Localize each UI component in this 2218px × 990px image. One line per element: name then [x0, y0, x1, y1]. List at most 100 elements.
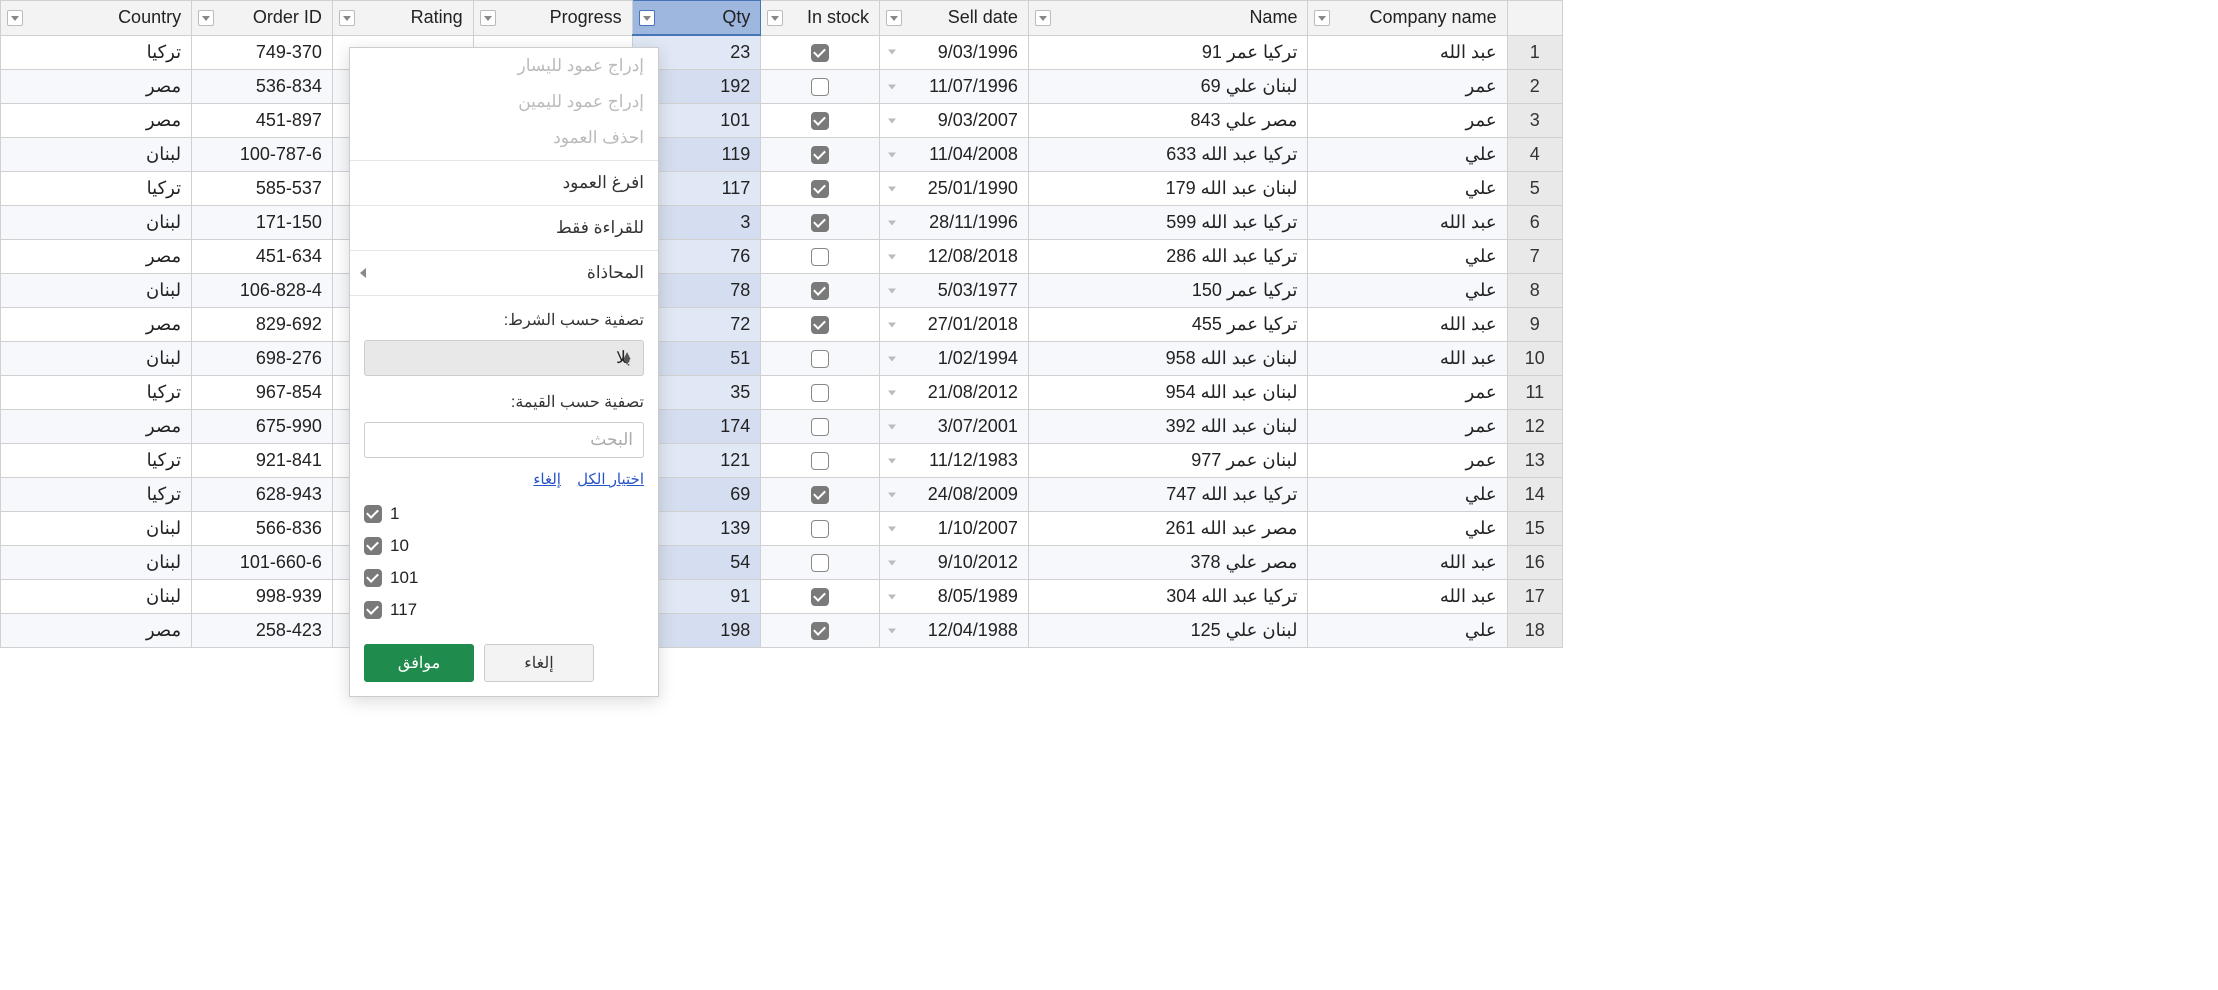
cell-country[interactable]: لبنان	[1, 138, 192, 172]
cell-sell-date[interactable]: 8/05/1989	[880, 580, 1029, 614]
cell-order-id[interactable]: 451-634	[192, 240, 333, 274]
cell-country[interactable]: تركيا	[1, 444, 192, 478]
checkbox-icon[interactable]	[811, 350, 829, 368]
row-number[interactable]: 18	[1507, 614, 1562, 648]
cell-order-id[interactable]: 749-370	[192, 35, 333, 70]
clear-link[interactable]: إلغاء	[533, 471, 561, 488]
checkbox-icon[interactable]	[811, 418, 829, 436]
filter-value-item[interactable]: 101	[364, 562, 644, 594]
cell-order-id[interactable]: 101-660-6	[192, 546, 333, 580]
cell-order-id[interactable]: 258-423	[192, 614, 333, 648]
checkbox-icon[interactable]	[364, 569, 382, 587]
row-number[interactable]: 1	[1507, 35, 1562, 70]
row-number[interactable]: 10	[1507, 342, 1562, 376]
cell-order-id[interactable]: 566-836	[192, 512, 333, 546]
cell-name[interactable]: تركيا عمر 91	[1028, 35, 1308, 70]
cell-sell-date[interactable]: 21/08/2012	[880, 376, 1029, 410]
cancel-button[interactable]: إلغاء	[484, 644, 594, 682]
cell-company[interactable]: عبد الله	[1308, 546, 1507, 580]
dropdown-caret-icon[interactable]	[888, 526, 896, 531]
row-number[interactable]: 13	[1507, 444, 1562, 478]
row-number[interactable]: 9	[1507, 308, 1562, 342]
dropdown-caret-icon[interactable]	[888, 84, 896, 89]
cell-in-stock[interactable]	[761, 342, 880, 376]
filter-icon[interactable]	[198, 10, 214, 26]
cell-sell-date[interactable]: 1/10/2007	[880, 512, 1029, 546]
cell-country[interactable]: لبنان	[1, 580, 192, 614]
filter-value-item[interactable]: 117	[364, 594, 644, 626]
dropdown-caret-icon[interactable]	[888, 628, 896, 633]
filter-icon[interactable]	[767, 10, 783, 26]
cell-order-id[interactable]: 921-841	[192, 444, 333, 478]
cell-sell-date[interactable]: 28/11/1996	[880, 206, 1029, 240]
menu-clear-column[interactable]: افرغ العمود	[350, 165, 658, 201]
checkbox-icon[interactable]	[364, 505, 382, 523]
cell-name[interactable]: لبنان عمر 977	[1028, 444, 1308, 478]
cell-name[interactable]: تركيا عبد الله 286	[1028, 240, 1308, 274]
row-number[interactable]: 14	[1507, 478, 1562, 512]
header-country[interactable]: Country	[1, 1, 192, 36]
cell-sell-date[interactable]: 25/01/1990	[880, 172, 1029, 206]
cell-name[interactable]: تركيا عبد الله 633	[1028, 138, 1308, 172]
cell-country[interactable]: لبنان	[1, 274, 192, 308]
cell-order-id[interactable]: 536-834	[192, 70, 333, 104]
dropdown-caret-icon[interactable]	[888, 390, 896, 395]
row-number[interactable]: 4	[1507, 138, 1562, 172]
dropdown-caret-icon[interactable]	[888, 560, 896, 565]
cell-country[interactable]: تركيا	[1, 478, 192, 512]
cell-company[interactable]: علي	[1308, 172, 1507, 206]
header-company-name[interactable]: Company name	[1308, 1, 1507, 36]
cell-company[interactable]: عبد الله	[1308, 308, 1507, 342]
cell-sell-date[interactable]: 27/01/2018	[880, 308, 1029, 342]
filter-icon[interactable]	[7, 10, 23, 26]
cell-order-id[interactable]: 585-537	[192, 172, 333, 206]
cell-country[interactable]: مصر	[1, 70, 192, 104]
filter-icon[interactable]	[886, 10, 902, 26]
cell-name[interactable]: لبنان عبد الله 392	[1028, 410, 1308, 444]
row-number[interactable]: 2	[1507, 70, 1562, 104]
dropdown-caret-icon[interactable]	[888, 118, 896, 123]
checkbox-icon[interactable]	[811, 180, 829, 198]
cell-in-stock[interactable]	[761, 376, 880, 410]
checkbox-icon[interactable]	[811, 520, 829, 538]
cell-country[interactable]: لبنان	[1, 512, 192, 546]
cell-sell-date[interactable]: 9/03/1996	[880, 35, 1029, 70]
ok-button[interactable]: موافق	[364, 644, 474, 682]
cell-sell-date[interactable]: 5/03/1977	[880, 274, 1029, 308]
cell-company[interactable]: علي	[1308, 478, 1507, 512]
cell-sell-date[interactable]: 11/07/1996	[880, 70, 1029, 104]
cell-in-stock[interactable]	[761, 104, 880, 138]
cell-name[interactable]: مصر علي 378	[1028, 546, 1308, 580]
cell-name[interactable]: لبنان علي 69	[1028, 70, 1308, 104]
cell-company[interactable]: علي	[1308, 240, 1507, 274]
dropdown-caret-icon[interactable]	[888, 424, 896, 429]
cell-country[interactable]: تركيا	[1, 35, 192, 70]
cell-name[interactable]: مصر علي 843	[1028, 104, 1308, 138]
cell-in-stock[interactable]	[761, 546, 880, 580]
dropdown-caret-icon[interactable]	[888, 152, 896, 157]
header-progress[interactable]: Progress	[473, 1, 632, 36]
cell-order-id[interactable]: 100-787-6	[192, 138, 333, 172]
checkbox-icon[interactable]	[811, 146, 829, 164]
dropdown-caret-icon[interactable]	[888, 254, 896, 259]
cell-sell-date[interactable]: 9/03/2007	[880, 104, 1029, 138]
cell-in-stock[interactable]	[761, 138, 880, 172]
filter-icon[interactable]	[1035, 10, 1051, 26]
cell-country[interactable]: تركيا	[1, 376, 192, 410]
cell-in-stock[interactable]	[761, 478, 880, 512]
cell-name[interactable]: تركيا عبد الله 304	[1028, 580, 1308, 614]
cell-sell-date[interactable]: 1/02/1994	[880, 342, 1029, 376]
dropdown-caret-icon[interactable]	[888, 594, 896, 599]
cell-country[interactable]: لبنان	[1, 206, 192, 240]
cell-in-stock[interactable]	[761, 410, 880, 444]
select-all-link[interactable]: اختيار الكل	[577, 471, 644, 488]
cell-company[interactable]: عمر	[1308, 70, 1507, 104]
checkbox-icon[interactable]	[364, 537, 382, 555]
cell-company[interactable]: عمر	[1308, 376, 1507, 410]
row-number[interactable]: 15	[1507, 512, 1562, 546]
cell-name[interactable]: لبنان علي 125	[1028, 614, 1308, 648]
cell-name[interactable]: لبنان عبد الله 954	[1028, 376, 1308, 410]
dropdown-caret-icon[interactable]	[888, 220, 896, 225]
cell-in-stock[interactable]	[761, 512, 880, 546]
cell-order-id[interactable]: 171-150	[192, 206, 333, 240]
